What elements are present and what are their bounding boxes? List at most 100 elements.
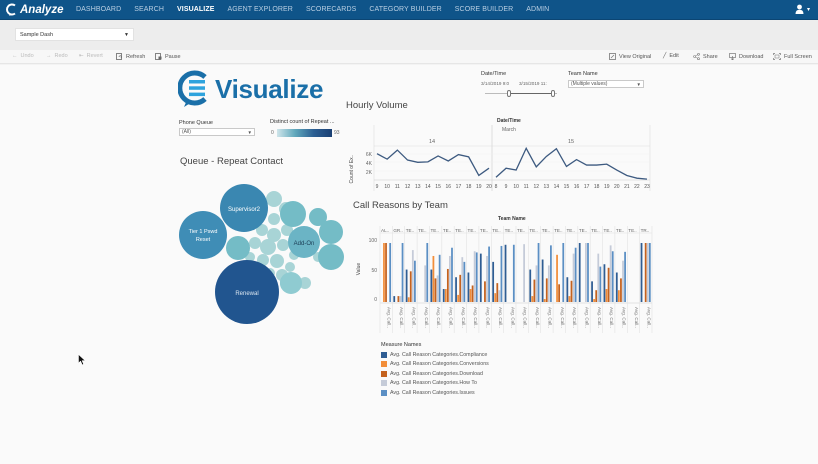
hourly-line-day-15[interactable] xyxy=(495,146,648,180)
bar-download[interactable] xyxy=(570,280,573,302)
legend-item-how-to[interactable]: Avg. Call Reason Categories.How To xyxy=(381,379,489,389)
bar-issues[interactable] xyxy=(389,243,392,302)
bar-conversions[interactable] xyxy=(568,296,571,302)
bar-compliance[interactable] xyxy=(591,281,593,302)
bar-conversions[interactable] xyxy=(457,294,460,302)
bar-issues[interactable] xyxy=(414,260,416,302)
bar-how-to[interactable] xyxy=(609,245,612,302)
legend-item-compliance[interactable]: Avg. Call Reason Categories.Compliance xyxy=(381,350,489,360)
redo-button[interactable]: → Redo xyxy=(46,53,68,59)
bar-compliance[interactable] xyxy=(467,272,470,303)
bar-how-to[interactable] xyxy=(486,255,488,302)
bar-compliance[interactable] xyxy=(405,269,408,302)
date-range-slider[interactable] xyxy=(485,90,557,98)
legend-item-download[interactable]: Avg. Call Reason Categories.Download xyxy=(381,369,489,379)
nav-agent-explorer[interactable]: AGENT EXPLORER xyxy=(227,6,293,13)
phone-queue-select[interactable]: (All) ▼ xyxy=(179,128,255,136)
bar-conversions[interactable] xyxy=(432,255,435,302)
undo-button[interactable]: ← Undo xyxy=(12,53,34,59)
bar-how-to[interactable] xyxy=(535,265,538,302)
bar-issues[interactable] xyxy=(438,254,441,302)
bar-compliance[interactable] xyxy=(603,264,606,302)
nav-admin[interactable]: ADMIN xyxy=(526,6,550,13)
bar-how-to[interactable] xyxy=(461,257,464,302)
view-original-button[interactable]: View Original xyxy=(609,53,651,60)
nav-dashboard[interactable]: DASHBOARD xyxy=(76,6,122,13)
nav-search[interactable]: SEARCH xyxy=(134,6,165,13)
bar-compliance[interactable] xyxy=(442,289,445,302)
bar-download[interactable] xyxy=(484,281,486,302)
user-menu[interactable]: ▾ xyxy=(795,4,810,14)
revert-button[interactable]: ⇤ Revert xyxy=(79,53,103,59)
share-button[interactable]: Share xyxy=(693,53,718,60)
bar-how-to[interactable] xyxy=(498,290,501,302)
bar-issues[interactable] xyxy=(475,252,478,302)
bar-how-to[interactable] xyxy=(424,265,427,302)
download-button[interactable]: Download xyxy=(729,53,763,60)
pause-button[interactable]: Pause xyxy=(155,53,181,60)
bar-issues[interactable] xyxy=(426,243,429,302)
bar-how-to[interactable] xyxy=(622,260,624,302)
bar-conversions[interactable] xyxy=(494,293,497,302)
bar-download[interactable] xyxy=(385,243,387,302)
bar-conversions[interactable] xyxy=(543,299,546,302)
bar-conversions[interactable] xyxy=(593,299,596,302)
nav-scorecards[interactable]: SCORECARDS xyxy=(305,6,357,13)
bar-how-to[interactable] xyxy=(523,244,525,302)
bar-download[interactable] xyxy=(607,267,610,302)
bar-issues[interactable] xyxy=(488,246,490,302)
bar-how-to[interactable] xyxy=(399,296,402,302)
bar-issues[interactable] xyxy=(451,247,453,302)
bar-download[interactable] xyxy=(533,279,536,302)
bar-download[interactable] xyxy=(558,284,561,302)
bar-compliance[interactable] xyxy=(455,277,457,302)
bar-download[interactable] xyxy=(434,278,437,302)
bubble-tier1-pswd-reset[interactable] xyxy=(179,211,227,259)
bar-issues[interactable] xyxy=(401,243,404,302)
bar-compliance[interactable] xyxy=(566,277,569,302)
bar-compliance[interactable] xyxy=(640,243,643,302)
legend-item-conversions[interactable]: Avg. Call Reason Categories.Conversions xyxy=(381,360,489,370)
bar-how-to[interactable] xyxy=(473,251,476,302)
bar-issues[interactable] xyxy=(599,266,602,302)
bar-issues[interactable] xyxy=(463,261,466,302)
nav-visualize[interactable]: VISUALIZE xyxy=(177,6,215,13)
bar-compliance[interactable] xyxy=(430,269,433,302)
hourly-volume-chart[interactable]: Count of Ex.. 14 15 6K 4K 2K 9 10 11 12 13 14… xyxy=(346,125,652,193)
slider-handle-end[interactable] xyxy=(551,90,555,97)
full-screen-button[interactable]: Full Screen xyxy=(773,53,812,60)
bubble-supervisor2[interactable] xyxy=(220,184,268,232)
bar-issues[interactable] xyxy=(587,243,589,302)
bar-compliance[interactable] xyxy=(492,261,495,302)
bar-download[interactable] xyxy=(409,271,412,302)
bar-how-to[interactable] xyxy=(585,243,587,302)
bar-how-to[interactable] xyxy=(449,255,451,302)
brand[interactable]: Analyze xyxy=(0,3,76,16)
bar-download[interactable] xyxy=(446,268,449,302)
bar-compliance[interactable] xyxy=(529,269,532,302)
bar-issues[interactable] xyxy=(648,243,651,302)
bubble-chart[interactable]: Supervisor2 Tier 1 Pswd Reset Add-On Ren… xyxy=(170,175,350,330)
bar-conversions[interactable] xyxy=(469,289,472,302)
refresh-button[interactable]: Refresh xyxy=(116,53,145,60)
bar-how-to[interactable] xyxy=(646,243,649,302)
bar-how-to[interactable] xyxy=(547,265,550,302)
hourly-line-day-14[interactable] xyxy=(376,149,490,177)
call-reasons-bar-chart[interactable]: Value 100 50 0 AL.. Avg. Call.. GR.. Avg. C… xyxy=(352,223,654,335)
nav-score-builder[interactable]: SCORE BUILDER xyxy=(454,6,514,13)
bar-issues[interactable] xyxy=(574,247,577,302)
bar-issues[interactable] xyxy=(624,251,626,302)
bar-conversions[interactable] xyxy=(407,297,410,302)
bar-how-to[interactable] xyxy=(411,250,414,302)
bar-download[interactable] xyxy=(471,285,474,302)
bar-conversions[interactable] xyxy=(444,289,447,302)
bar-download[interactable] xyxy=(644,243,647,302)
bar-compliance[interactable] xyxy=(504,244,507,302)
edit-button[interactable]: ╱ Edit xyxy=(663,53,679,59)
bar-conversions[interactable] xyxy=(556,254,558,302)
bar-issues[interactable] xyxy=(500,245,503,302)
bar-download[interactable] xyxy=(496,283,499,302)
legend-item-issues[interactable]: Avg. Call Reason Categories.Issues xyxy=(381,388,489,398)
bubble-add-on[interactable] xyxy=(288,226,320,258)
bar-conversions[interactable] xyxy=(617,290,620,302)
